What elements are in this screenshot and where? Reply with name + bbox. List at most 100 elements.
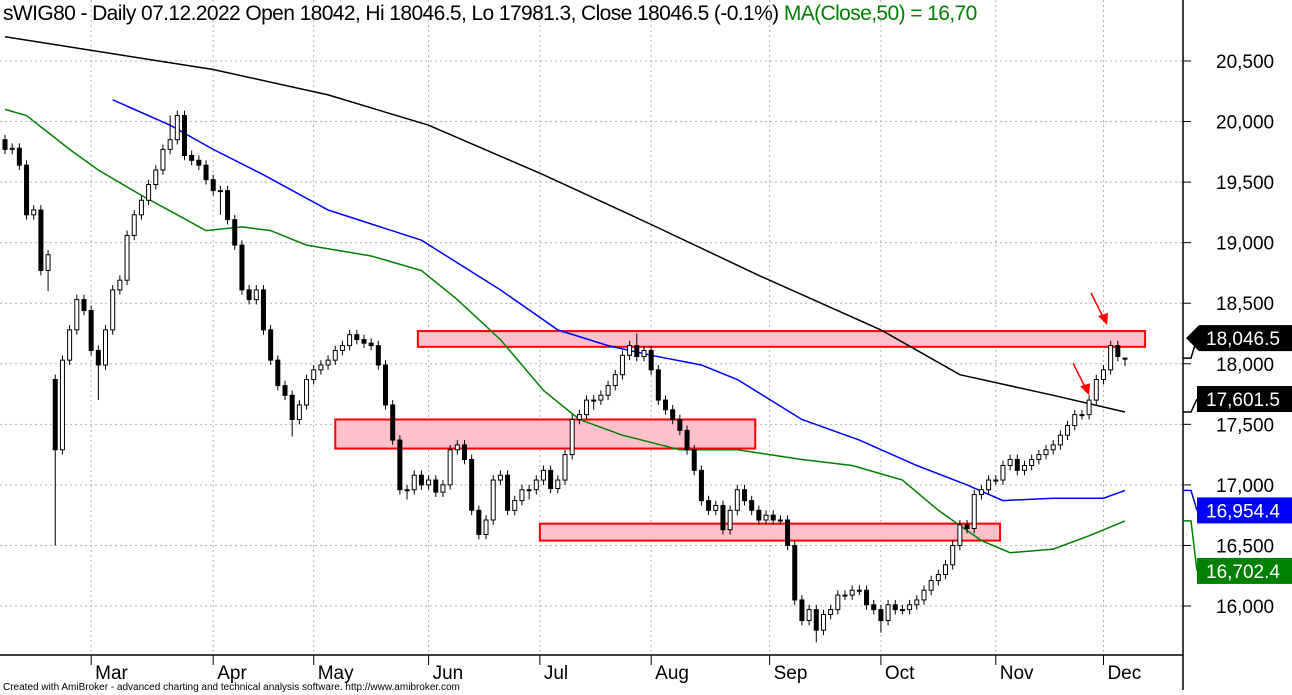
candle-body [986, 479, 992, 491]
candle-body [38, 209, 44, 272]
candle-body [864, 589, 870, 606]
candle-body [1057, 434, 1063, 446]
candle-body [806, 609, 812, 622]
candle-body [260, 289, 266, 331]
candle-body [519, 489, 525, 502]
candle-body [993, 479, 999, 482]
candle-body [397, 439, 403, 491]
candle-body [167, 139, 173, 150]
candle-body [1036, 454, 1042, 460]
candle-body [189, 154, 195, 161]
footer-credit: Created with AmiBroker - advanced charti… [3, 682, 460, 693]
candle-body [296, 404, 302, 420]
candle-body [1072, 414, 1078, 427]
y-tick-label: 20,000 [1216, 113, 1274, 134]
candle-body [16, 147, 22, 166]
candle-body [225, 190, 231, 221]
candle-body [131, 214, 137, 236]
candle-body [856, 589, 862, 592]
candle-body [124, 234, 130, 281]
candle-body [433, 479, 439, 493]
candle-body [964, 524, 970, 529]
candle-body [203, 164, 209, 181]
candle-body [174, 114, 180, 141]
candle-body [928, 580, 934, 591]
y-tick-label: 18,000 [1216, 355, 1274, 376]
ma-value-tag [1197, 386, 1292, 413]
x-tick-label: Jul [544, 663, 568, 684]
ma-value-label: 16,954.4 [1206, 501, 1280, 522]
candle-body [469, 458, 475, 511]
candle-body [1050, 444, 1056, 451]
y-tick-label: 18,500 [1216, 294, 1274, 315]
candle-body [339, 345, 345, 351]
candle-body [1122, 357, 1128, 360]
candle-body [138, 199, 144, 216]
candle-body [45, 254, 51, 272]
candle-body [878, 609, 884, 622]
candle-body [239, 244, 245, 291]
candle-body [476, 509, 482, 536]
candle-body [81, 299, 87, 311]
chart-header: sWIG80 - Daily 07.12.2022 Open 18042, Hi… [3, 0, 1183, 30]
y-tick-label: 20,500 [1216, 52, 1274, 73]
candle-body [892, 604, 898, 611]
candle-body [907, 604, 913, 611]
candle-body [1043, 449, 1049, 456]
candle-body [813, 609, 819, 631]
candle-body [540, 469, 546, 481]
x-tick-label: Dec [1107, 663, 1141, 684]
candle-body [792, 544, 798, 601]
candle-body [361, 339, 367, 344]
candle-body [318, 364, 324, 371]
candle-body [691, 449, 697, 471]
candle-body [648, 349, 654, 371]
candle-body [332, 349, 338, 361]
candle-body [1000, 465, 1006, 481]
candle-body [842, 594, 848, 597]
candle-body [591, 399, 597, 402]
candle-body [404, 489, 410, 492]
candle-body [31, 209, 37, 216]
x-tick-label: Sep [774, 663, 808, 684]
x-tick-label: Jun [433, 663, 464, 684]
candle-body [67, 329, 73, 361]
candle-body [1079, 414, 1085, 417]
candle-body [1021, 465, 1027, 471]
candle-body [663, 399, 669, 411]
candle-body [756, 509, 762, 521]
candle-body [684, 429, 690, 451]
candle-body [634, 345, 640, 358]
candle-body [347, 334, 353, 347]
candle-body [447, 449, 453, 486]
candle-body [282, 385, 288, 396]
resistance-zone [416, 330, 1147, 348]
x-tick-label: Nov [1000, 663, 1034, 684]
candle-body [289, 394, 295, 420]
candle-body [354, 334, 360, 341]
candle-body [181, 114, 187, 156]
candle-body [785, 519, 791, 546]
candle-body [512, 500, 518, 511]
x-tick-label: Apr [217, 663, 247, 684]
resistance-zones [334, 330, 1147, 542]
chart-title: sWIG80 - Daily 07.12.2022 Open 18042, Hi… [3, 2, 779, 25]
candle-body [59, 359, 65, 451]
candle-body [1086, 399, 1092, 416]
candle-body [146, 184, 152, 201]
candle-body [390, 404, 396, 441]
candle-body [849, 589, 855, 596]
candle-body [562, 454, 568, 481]
ma-readout: MA(Close,50) = 16,70 [783, 2, 977, 25]
candle-body [311, 369, 317, 381]
ma-value-leader [1183, 398, 1198, 413]
axes: 20,500 20,000 19,500 19,000 18,500 18,000 17,5… [0, 0, 1274, 690]
value-labels: 18,046.5 17,601.5 16,954.4 16,702.4 [1183, 325, 1292, 584]
x-tick-label: Mar [95, 663, 128, 684]
ma-value-tag [1197, 557, 1292, 584]
moving-average-line [112, 99, 1126, 502]
candle-body [713, 504, 719, 511]
candle-body [1014, 458, 1020, 471]
candle-body [971, 494, 977, 529]
candle-body [950, 544, 956, 566]
